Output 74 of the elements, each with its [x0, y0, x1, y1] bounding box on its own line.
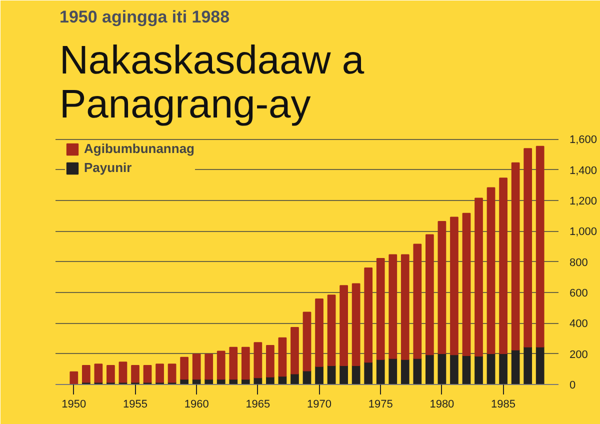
y-tick-label: 600 — [570, 288, 588, 300]
y-tick-label: 0 — [570, 380, 576, 392]
bar — [143, 364, 152, 383]
bar — [266, 345, 274, 378]
bar — [536, 146, 544, 348]
bar — [474, 198, 483, 356]
legend-label: Agibumbunannag — [84, 141, 194, 156]
bar — [462, 212, 471, 356]
bar — [131, 364, 140, 383]
bar — [180, 356, 188, 380]
x-tick-label: 1985 — [491, 398, 516, 410]
x-tick-label: 1980 — [430, 398, 454, 410]
bar — [106, 364, 115, 383]
bar — [511, 162, 520, 350]
bar — [241, 346, 250, 380]
bar — [364, 362, 373, 384]
bar — [340, 364, 348, 384]
bar — [168, 364, 176, 383]
bar — [352, 364, 360, 384]
y-tick-label: 200 — [570, 348, 588, 361]
x-tick-label: 1950 — [62, 398, 86, 410]
x-tick-label: 1970 — [307, 398, 332, 410]
bar — [254, 342, 262, 378]
bar — [462, 355, 471, 384]
bar — [70, 371, 78, 384]
x-tick-label: 1960 — [184, 398, 209, 410]
bar — [204, 354, 214, 380]
bar — [192, 354, 201, 380]
bar — [290, 326, 299, 374]
bar — [388, 254, 398, 359]
bar — [486, 353, 496, 384]
bar — [352, 283, 360, 366]
bar — [400, 254, 410, 360]
bar — [229, 346, 238, 380]
bar — [94, 364, 103, 383]
bar — [536, 346, 544, 384]
bar — [524, 148, 532, 348]
chart-subtitle: 1950 agingga iti 1988 — [60, 8, 230, 26]
bar — [413, 244, 422, 359]
bar — [364, 267, 373, 363]
bar — [82, 364, 90, 383]
bar — [216, 350, 226, 380]
y-tick-label: 1,600 — [570, 134, 598, 146]
bar — [278, 337, 287, 377]
bar — [302, 312, 312, 372]
bar — [511, 349, 520, 384]
bar — [450, 354, 458, 384]
bar — [499, 178, 508, 354]
bar — [450, 216, 458, 356]
y-tick-label: 1,200 — [570, 196, 598, 208]
bar — [426, 234, 434, 356]
y-tick-label: 400 — [570, 318, 588, 330]
bar — [376, 258, 385, 360]
bar — [340, 285, 348, 366]
bar — [400, 358, 410, 384]
bar — [315, 298, 324, 367]
y-tick-label: 1,000 — [570, 226, 598, 238]
bar — [388, 358, 398, 384]
bar — [474, 355, 483, 384]
x-tick-label: 1965 — [246, 398, 270, 410]
legend-label: Payunir — [84, 160, 132, 175]
chart-title: Nakaskasdaaw a Panagrang-ay — [60, 38, 365, 126]
bar — [438, 221, 446, 354]
bar — [426, 354, 434, 384]
bar — [486, 187, 496, 354]
bar — [413, 358, 422, 384]
bar — [327, 294, 336, 366]
x-tick-label: 1955 — [123, 398, 148, 410]
bar — [156, 364, 164, 383]
y-tick-label: 1,400 — [570, 164, 598, 177]
bar — [524, 346, 532, 384]
x-tick-label: 1975 — [368, 398, 393, 410]
y-tick-label: 800 — [570, 256, 588, 269]
bar — [118, 362, 128, 383]
